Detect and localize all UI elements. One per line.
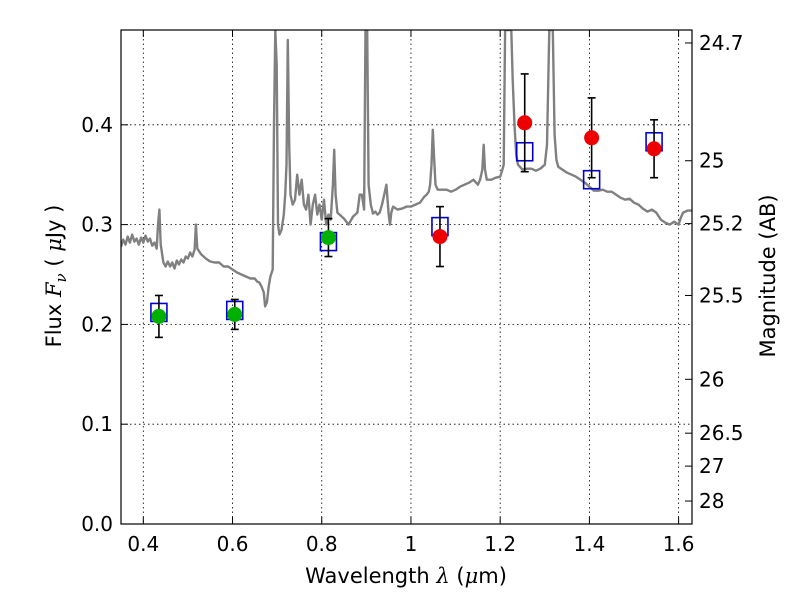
x-tick-label: 1.2: [484, 532, 516, 556]
flux-point: [432, 229, 448, 245]
flux-point: [227, 306, 243, 322]
x-tick-label: 0.6: [217, 532, 249, 556]
flux-point: [646, 141, 662, 157]
flux-point: [151, 308, 167, 324]
y-axis-title: Flux Fν ( μJy ): [42, 205, 70, 348]
y2-tick-label: 28: [699, 489, 724, 513]
grid-layer: [121, 30, 692, 525]
x-tick-label: 1.6: [663, 532, 695, 556]
x-tick-label: 1: [405, 532, 418, 556]
y2-tick-label: 25: [699, 149, 724, 173]
spectrum-layer: [121, 30, 692, 308]
y2-tick-label: 27: [699, 454, 724, 478]
flux-point: [517, 115, 533, 131]
y2-tick-label: 26.5: [699, 421, 744, 445]
y-tick-label: 0.0: [81, 512, 113, 536]
y2-tick-label: 25.2: [699, 212, 744, 236]
y2-tick-label: 25.5: [699, 283, 744, 307]
y2-tick-label: 26: [699, 367, 724, 391]
flux-point: [584, 130, 600, 146]
x-axis-title: Wavelength λ (μm): [305, 564, 507, 588]
plot-frame: [120, 29, 693, 525]
x-tick-label: 0.8: [306, 532, 338, 556]
y-tick-label: 0.4: [81, 113, 113, 137]
tick-layer: 0.4 0.6 0.8 1 1.2 1.4 1.6 0.0 0.1 0.2 0.3 0.4 24.7 25…: [81, 30, 744, 556]
flux-point: [320, 230, 336, 246]
y-tick-label: 0.3: [81, 213, 113, 237]
spectrum-line: [121, 30, 692, 308]
marker-layer: [150, 73, 663, 339]
x-tick-label: 1.4: [573, 532, 605, 556]
x-tick-label: 0.4: [127, 532, 159, 556]
y-tick-label: 0.1: [81, 412, 113, 436]
y2-tick-label: 24.7: [699, 31, 744, 55]
y2-axis-title: Magnitude (AB): [756, 194, 780, 357]
y-tick-label: 0.2: [81, 312, 113, 336]
